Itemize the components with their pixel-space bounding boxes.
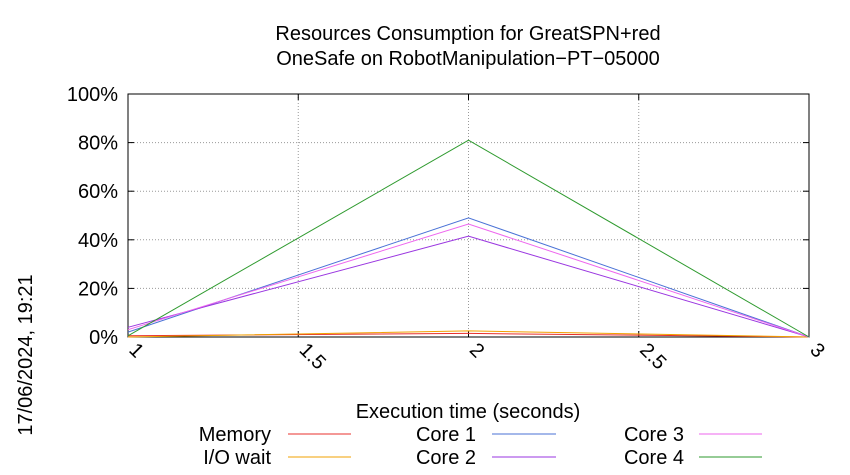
legend-label-core-3: Core 3	[624, 424, 684, 446]
chart-title-line-2: OneSafe on RobotManipulation−PT−05000	[276, 48, 660, 70]
series-line-i-o-wait	[127, 330, 810, 338]
y-tick-label: 40%	[78, 230, 118, 252]
x-tick-label: 1	[124, 339, 147, 362]
series-lines	[127, 139, 810, 338]
grid	[128, 94, 809, 337]
series-line-core-4	[127, 139, 810, 338]
x-tick-label: 3	[805, 339, 828, 362]
x-tick-label: 2	[465, 339, 488, 362]
legend-label-core-2: Core 2	[416, 447, 476, 469]
side-timestamp: 17/06/2024, 19:21	[15, 274, 37, 435]
legend-label-memory: Memory	[199, 424, 271, 446]
x-tick-label: 1.5	[295, 339, 330, 374]
x-tick-label: 2.5	[635, 339, 670, 374]
series-line-core-3	[127, 223, 810, 338]
y-tick-label: 0%	[89, 327, 118, 349]
y-tick-label: 20%	[78, 278, 118, 300]
legend-label-i-o-wait: I/O wait	[203, 447, 271, 469]
y-tick-label: 100%	[67, 84, 118, 106]
x-axis-label: Execution time (seconds)	[356, 401, 581, 423]
chart-title-line-1: Resources Consumption for GreatSPN+red	[275, 23, 660, 45]
legend-label-core-4: Core 4	[624, 447, 684, 469]
y-tick-label: 80%	[78, 133, 118, 155]
series-line-core-2	[127, 235, 810, 338]
legend-label-core-1: Core 1	[416, 424, 476, 446]
axis-ticks: 0% 20% 40% 60% 80% 100% 1 1.5 2 2.5 3	[67, 84, 829, 374]
y-tick-label: 60%	[78, 181, 118, 203]
